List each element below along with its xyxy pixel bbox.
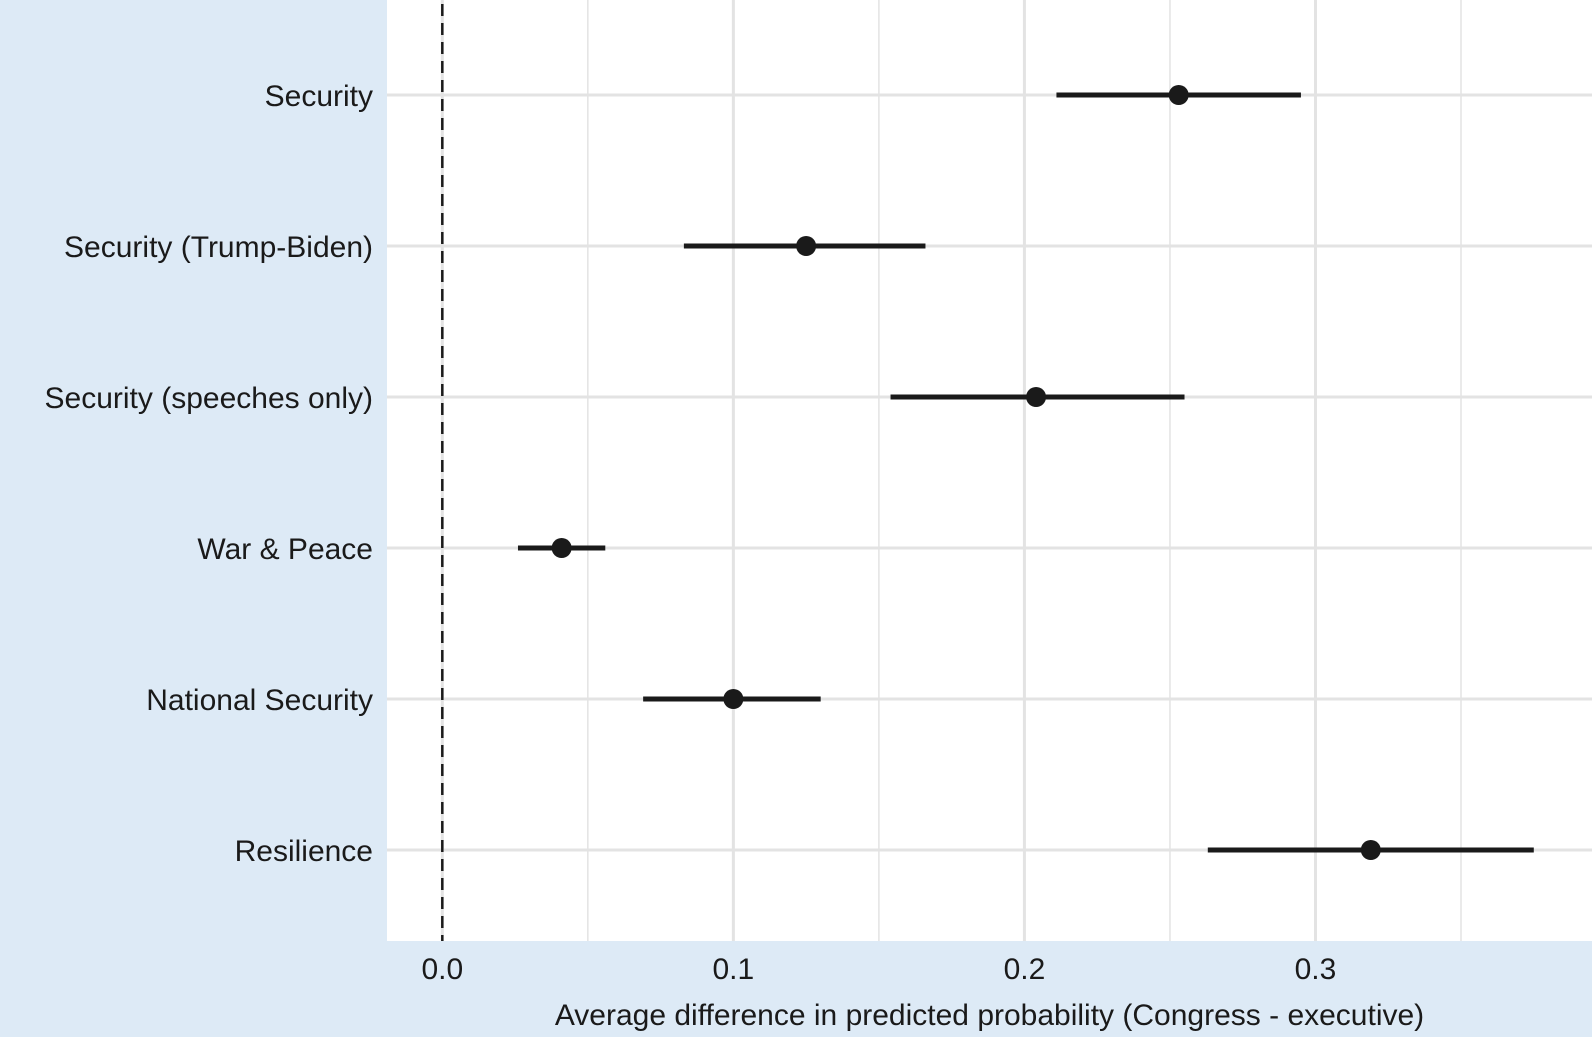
point-estimate xyxy=(1026,387,1047,407)
point-estimate xyxy=(723,689,744,709)
point-estimate xyxy=(796,236,817,256)
x-tick-label: 0.3 xyxy=(1295,953,1337,986)
plot-panel xyxy=(387,0,1592,941)
x-axis-label: Average difference in predicted probabil… xyxy=(555,999,1424,1032)
y-tick-label: Security (Trump-Biden) xyxy=(64,231,373,264)
point-estimate xyxy=(1360,840,1381,860)
y-tick-label: Security (speeches only) xyxy=(45,382,373,415)
x-tick-label: 0.2 xyxy=(1004,953,1046,986)
point-estimate xyxy=(551,538,572,558)
x-tick-label: 0.0 xyxy=(421,953,463,986)
y-tick-label: Resilience xyxy=(235,835,373,868)
x-tick-label: 0.1 xyxy=(713,953,755,986)
point-estimate xyxy=(1168,85,1189,105)
y-tick-label: National Security xyxy=(146,684,373,717)
y-tick-label: Security xyxy=(265,80,373,113)
y-tick-label: War & Peace xyxy=(197,533,373,566)
